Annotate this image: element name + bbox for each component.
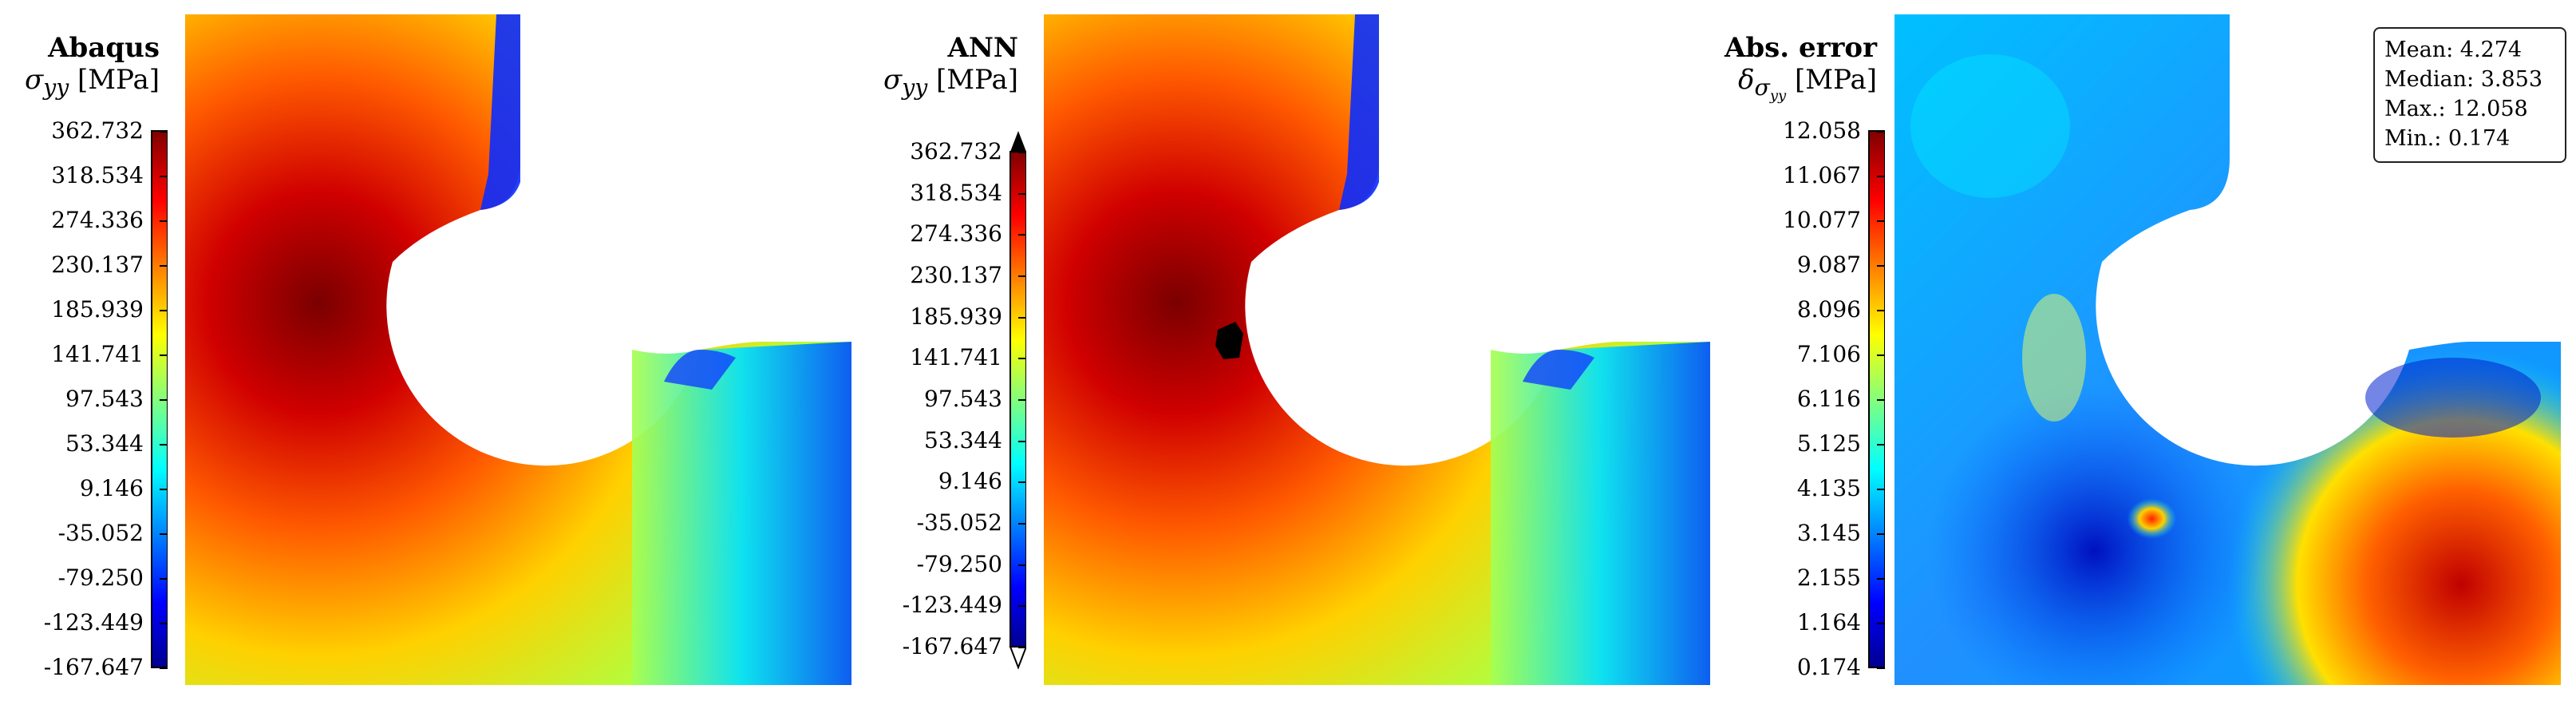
colorbar-tick-label: 53.344 (924, 426, 1026, 453)
panel-title: ANN σyy [MPa] (859, 32, 1018, 101)
colorbar-tick-label: 6.116 (1796, 386, 1886, 412)
stress-field-ann (1044, 14, 1710, 685)
panel-title: Abaqus σyy [MPa] (0, 32, 160, 101)
colorbar-tick-label: -123.449 (902, 592, 1027, 619)
stats-max: Max.: 12.058 (2384, 97, 2528, 121)
colorbar-tick-label: -79.250 (916, 550, 1027, 577)
colorbar-tick-label: 97.543 (65, 386, 168, 412)
quantity-subscript: yy (43, 73, 69, 101)
colorbar-tick-label: 362.732 (910, 138, 1026, 164)
colorbar-tick-label: 5.125 (1796, 430, 1886, 457)
panel-title: Abs. error δσyy [MPa] (1717, 32, 1877, 104)
quantity-unit: [MPa] (1795, 64, 1877, 96)
error-field (1894, 14, 2561, 685)
colorbar-tick-label: 9.087 (1796, 251, 1886, 278)
colorbar-tick-label: -123.449 (43, 609, 168, 636)
quantity-subscript: yy (902, 73, 928, 101)
colorbar-tick-label: 7.106 (1796, 341, 1886, 367)
colorbar-max-arrow (1010, 131, 1026, 152)
colorbar-tick-label: 230.137 (910, 262, 1026, 288)
colorbar-tick-label: -79.250 (57, 564, 168, 591)
stress-field-abaqus (185, 14, 851, 685)
quantity-unit: [MPa] (77, 64, 160, 96)
colorbar-tick-label: 11.067 (1783, 162, 1885, 188)
quantity-subscript: σ (1754, 73, 1770, 101)
quantity-label: δσyy [MPa] (1717, 64, 1877, 104)
colorbar-tick-label: 4.135 (1796, 475, 1886, 501)
colorbar-tick-label: 9.146 (79, 475, 168, 501)
colorbar-tick-label: 2.155 (1796, 564, 1886, 591)
colorbar-tick-label: -167.647 (43, 654, 168, 680)
colorbar-tick-label: 318.534 (910, 179, 1026, 206)
colorbar-tick-label: 10.077 (1783, 207, 1885, 233)
colorbar-tick-label: 97.543 (924, 386, 1026, 412)
colorbar-tick-label: 362.732 (51, 117, 168, 144)
overshoot-region (1215, 322, 1243, 359)
colorbar-tick-label: 0.174 (1796, 654, 1886, 680)
colorbar-tick-label: 141.741 (51, 341, 168, 367)
colorbar-tick-label: 1.164 (1796, 609, 1886, 636)
quantity-label: σyy [MPa] (0, 64, 160, 101)
colorbar-min-arrow (1009, 646, 1026, 670)
colorbar-tick-label: 9.146 (938, 468, 1027, 495)
colorbar-tick-label: 318.534 (51, 162, 168, 188)
colorbar: 12.058 11.067 10.077 9.087 8.096 7.106 6.116 5.… (1717, 117, 1886, 680)
quantity-unit: [MPa] (936, 64, 1018, 96)
stats-box: Mean: 4.274 Median: 3.853 Max.: 12.058 M… (2373, 27, 2566, 163)
colorbar-tick-label: -35.052 (916, 509, 1027, 536)
stats-min: Min.: 0.174 (2384, 126, 2511, 151)
title-label: Abs. error (1724, 32, 1877, 64)
panel-ann: ANN σyy [MPa] 362.732 318.534 274.336 230.1… (859, 0, 1717, 701)
colorbar-tick-label: 3.145 (1796, 520, 1886, 546)
colorbar-tick-label: 230.137 (51, 251, 168, 278)
colorbar: 362.732 318.534 274.336 230.137 185.939 141.7… (859, 128, 1027, 671)
stats-mean: Mean: 4.274 (2384, 38, 2523, 62)
title-label: Abaqus (48, 32, 160, 64)
quantity-symbol: σ (24, 64, 44, 96)
colorbar-tick-label: 8.096 (1796, 296, 1886, 323)
colorbar-tick-label: -167.647 (902, 633, 1027, 659)
quantity-subsubscript: yy (1769, 87, 1787, 105)
quantity-label: σyy [MPa] (859, 64, 1018, 101)
colorbar-tick-label: 12.058 (1783, 117, 1885, 144)
panel-abaqus: Abaqus σyy [MPa] 362.732 318.534 274.336 23… (0, 0, 859, 701)
colorbar-tick-label: -35.052 (57, 520, 168, 546)
title-label: ANN (947, 32, 1018, 64)
colorbar-tick-label: 53.344 (65, 430, 168, 457)
colorbar-tick-label: 274.336 (910, 220, 1026, 248)
colorbar: 362.732 318.534 274.336 230.137 185.939 141.7… (0, 117, 168, 680)
quantity-symbol: σ (883, 64, 903, 96)
colorbar-tick-label: 185.939 (51, 296, 168, 323)
colorbar-tick-label: 274.336 (51, 207, 168, 233)
quantity-symbol: δ (1738, 64, 1755, 96)
colorbar-tick-label: 141.741 (910, 344, 1026, 371)
panel-abs-error: Abs. error δσyy [MPa] 12.058 11.067 10.077… (1717, 0, 2576, 701)
colorbar-tick-label: 185.939 (910, 303, 1026, 330)
stats-median: Median: 3.853 (2384, 67, 2543, 92)
